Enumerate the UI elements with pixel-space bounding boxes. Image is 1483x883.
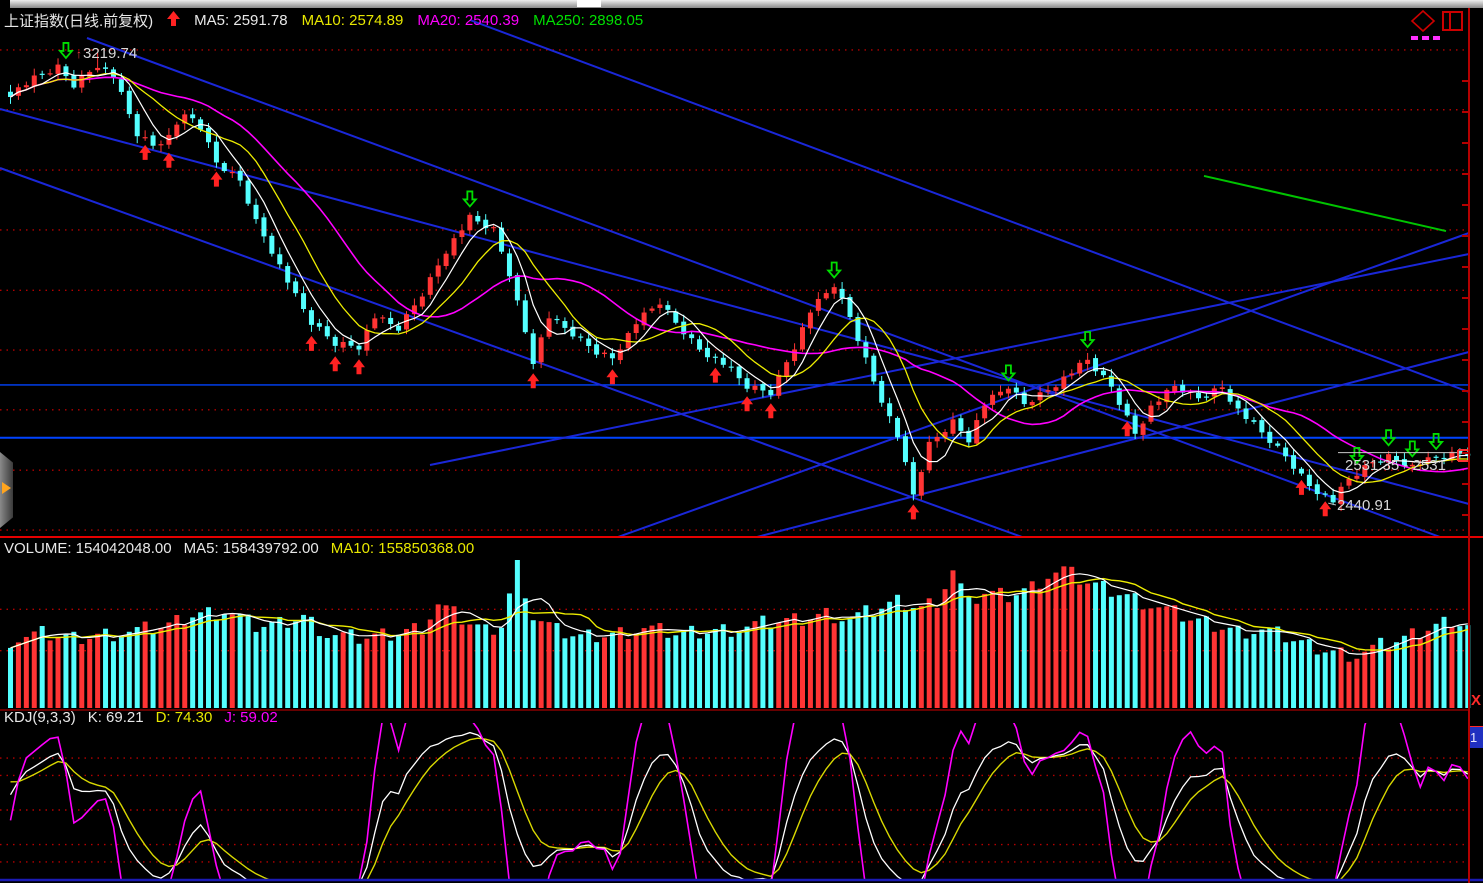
diamond-icon[interactable] <box>1410 9 1436 33</box>
kdj-k-value: K: 69.21 <box>87 709 144 726</box>
buy-arrow-icon <box>162 152 175 168</box>
sell-arrow-icon <box>1079 331 1096 349</box>
buy-arrow-icon <box>527 373 540 389</box>
buy-arrow-icon <box>709 367 722 383</box>
kdj-header: KDJ(9,3,3) K: 69.21 D: 74.30 J: 59.02 <box>4 709 278 726</box>
sidebar-expand-handle[interactable] <box>0 452 13 528</box>
sell-arrow-icon <box>1428 433 1445 451</box>
buy-arrow-icon <box>210 171 223 187</box>
sell-arrow-icon <box>1348 447 1365 465</box>
buy-arrow-icon <box>139 144 152 160</box>
volume-panel <box>0 560 1471 708</box>
ma20-value: MA20: 2540.39 <box>417 12 520 29</box>
buy-arrow-icon <box>305 335 318 351</box>
sell-arrow-icon <box>57 42 74 60</box>
sell-arrow-icon <box>826 261 843 279</box>
main-chart-header: 上证指数(日线.前复权) MA5: 2591.78 MA10: 2574.89 … <box>4 10 643 31</box>
buy-arrow-icon <box>329 356 342 372</box>
buy-arrow-icon <box>352 359 365 375</box>
sell-arrow-icon <box>1380 429 1397 447</box>
sell-arrow-icon <box>1000 364 1017 382</box>
kdj-panel <box>0 723 1469 881</box>
signal-markers <box>57 42 1445 520</box>
volume-ma10-value: MA10: 155850368.00 <box>330 540 475 557</box>
ma10-value: MA10: 2574.89 <box>301 12 404 29</box>
symbol-title: 上证指数(日线.前复权) <box>4 13 154 30</box>
period-button[interactable]: 1 <box>1470 726 1483 748</box>
buy-arrow-icon <box>1121 421 1134 437</box>
ma250-value: MA250: 2898.05 <box>533 12 644 29</box>
sell-arrow-icon <box>461 190 478 208</box>
price-ruler <box>1457 80 1468 516</box>
expand-triangle-icon <box>2 482 11 494</box>
buy-arrow-icon <box>606 369 619 385</box>
main-price-panel <box>0 19 1471 536</box>
low-price-label: 2440.91 <box>1337 497 1392 514</box>
candlesticks <box>8 53 1471 512</box>
close-panel-button[interactable]: X <box>1471 692 1482 709</box>
window-split-icon[interactable] <box>1442 11 1463 31</box>
ellipsis-icon[interactable] <box>1411 36 1440 40</box>
volume-value: VOLUME: 154042048.00 <box>4 540 172 557</box>
top-strip-notch <box>577 0 601 7</box>
sell-arrow-icon <box>1404 440 1421 458</box>
buy-arrow-icon <box>741 396 754 412</box>
volume-header: VOLUME: 154042048.00 MA5: 158439792.00 M… <box>4 540 474 557</box>
kdj-j-value: J: 59.02 <box>224 709 278 726</box>
ma5-value: MA5: 2591.78 <box>194 12 288 29</box>
buy-arrow-icon <box>1295 479 1308 495</box>
kdj-indicator-label: KDJ(9,3,3) <box>4 709 76 726</box>
buy-arrow-icon <box>907 504 920 520</box>
high-price-label: ↑3219.74 <box>76 45 138 62</box>
last-price-label: 2531.35 - 2531 <box>1345 457 1446 474</box>
buy-arrow-icon <box>764 403 777 419</box>
kdj-d-value: D: 74.30 <box>155 709 213 726</box>
high-pointer-icon: ↑ <box>76 47 82 61</box>
window-top-strip <box>10 0 1483 8</box>
volume-ma5-value: MA5: 158439792.00 <box>183 540 319 557</box>
buy-arrow-icon <box>1319 501 1332 517</box>
toolbar-icons <box>1409 8 1467 47</box>
up-arrow-icon <box>167 11 181 30</box>
